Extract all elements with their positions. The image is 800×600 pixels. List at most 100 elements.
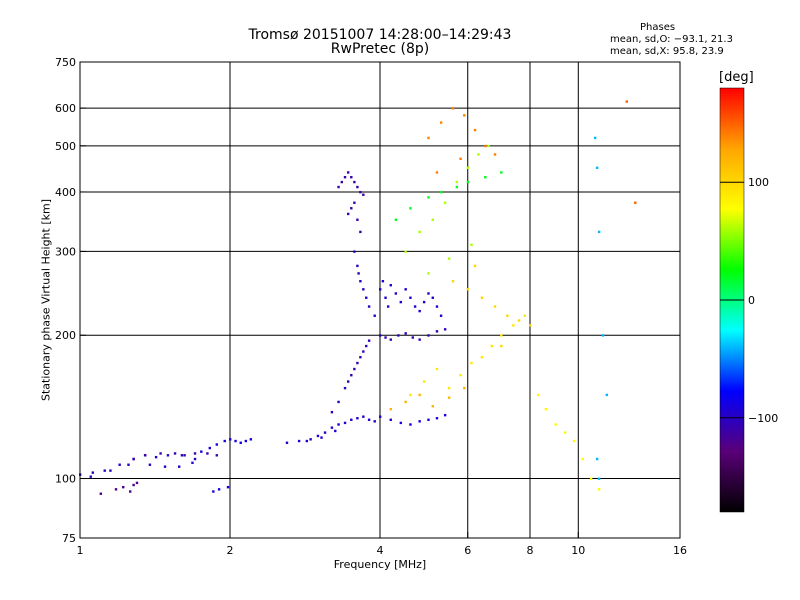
data-point	[234, 439, 237, 443]
data-point	[466, 166, 470, 169]
data-point	[118, 463, 121, 466]
data-point	[215, 454, 219, 457]
data-point	[103, 469, 106, 472]
data-point	[404, 332, 407, 335]
data-point	[365, 344, 368, 348]
x-tick-label: 16	[673, 544, 687, 557]
data-point	[473, 128, 477, 132]
data-point	[536, 393, 540, 397]
data-point	[563, 431, 567, 434]
data-point	[435, 367, 439, 371]
data-point	[356, 264, 359, 268]
data-point	[200, 450, 203, 453]
data-point	[466, 180, 470, 184]
data-point	[484, 144, 487, 148]
data-point	[285, 441, 289, 444]
data-point	[435, 171, 439, 174]
data-point	[484, 175, 487, 179]
data-point	[625, 100, 628, 103]
data-point	[132, 457, 135, 461]
grid-lines	[80, 62, 680, 538]
data-point	[208, 446, 211, 450]
y-tick-label: 750	[55, 56, 76, 69]
data-point	[473, 264, 477, 268]
data-point	[597, 488, 601, 491]
data-point	[572, 439, 576, 443]
data-point	[409, 393, 412, 397]
data-point	[357, 272, 360, 275]
data-point	[226, 485, 230, 489]
data-point	[177, 465, 181, 468]
data-point	[470, 361, 473, 365]
data-point	[480, 296, 484, 299]
y-tick-label: 200	[55, 329, 76, 342]
data-point	[493, 305, 497, 308]
data-point	[223, 439, 226, 443]
data-point	[439, 121, 443, 124]
data-point	[597, 477, 601, 480]
data-point	[346, 171, 350, 174]
data-point	[379, 415, 382, 418]
x-tick-label: 10	[571, 544, 585, 557]
y-tick-label: 500	[55, 140, 76, 153]
data-point	[404, 250, 407, 253]
data-point	[447, 257, 451, 260]
data-point	[183, 454, 186, 457]
data-point	[427, 292, 430, 295]
data-point	[353, 367, 356, 371]
data-point	[316, 434, 320, 438]
data-point	[122, 485, 125, 489]
colorbar-ticks: 100 0 −100	[720, 176, 778, 425]
data-point	[404, 400, 407, 404]
data-point	[362, 193, 365, 196]
data-point	[500, 344, 503, 348]
data-point	[159, 452, 162, 455]
data-point	[581, 457, 584, 461]
data-point	[487, 144, 490, 148]
data-point	[367, 418, 371, 421]
data-point	[427, 334, 430, 337]
data-point	[356, 185, 359, 189]
y-tick-label: 300	[55, 245, 76, 258]
data-point	[443, 328, 447, 331]
data-point	[589, 477, 593, 480]
data-point	[544, 407, 548, 411]
data-point	[389, 338, 392, 341]
data-point	[132, 483, 135, 487]
data-point	[379, 288, 382, 291]
data-point	[466, 288, 470, 291]
data-point	[470, 243, 473, 247]
data-point	[431, 296, 434, 299]
data-point	[389, 418, 392, 421]
data-point	[135, 481, 139, 485]
data-point	[413, 305, 417, 308]
data-point	[451, 107, 455, 110]
data-point	[529, 324, 532, 327]
colorbar-tick-label: −100	[748, 412, 778, 425]
data-point	[422, 300, 426, 304]
data-point	[359, 230, 362, 234]
y-tick-label: 400	[55, 186, 76, 199]
data-point	[605, 393, 609, 397]
data-point	[597, 230, 601, 234]
data-point	[418, 338, 421, 341]
data-point	[154, 455, 158, 459]
data-point	[409, 296, 412, 299]
data-point	[337, 185, 340, 189]
data-point	[309, 438, 312, 441]
data-point	[451, 280, 455, 283]
data-point	[386, 305, 390, 308]
data-point	[297, 439, 301, 443]
data-point	[447, 396, 451, 399]
data-point	[337, 423, 340, 426]
data-point	[89, 475, 92, 478]
data-point	[320, 436, 323, 439]
data-point	[362, 415, 365, 418]
data-point	[595, 166, 599, 169]
data-point	[418, 230, 421, 234]
data-point	[427, 418, 430, 421]
data-point	[217, 488, 221, 491]
data-point	[129, 490, 132, 493]
data-point	[359, 190, 362, 194]
data-point	[239, 441, 242, 444]
